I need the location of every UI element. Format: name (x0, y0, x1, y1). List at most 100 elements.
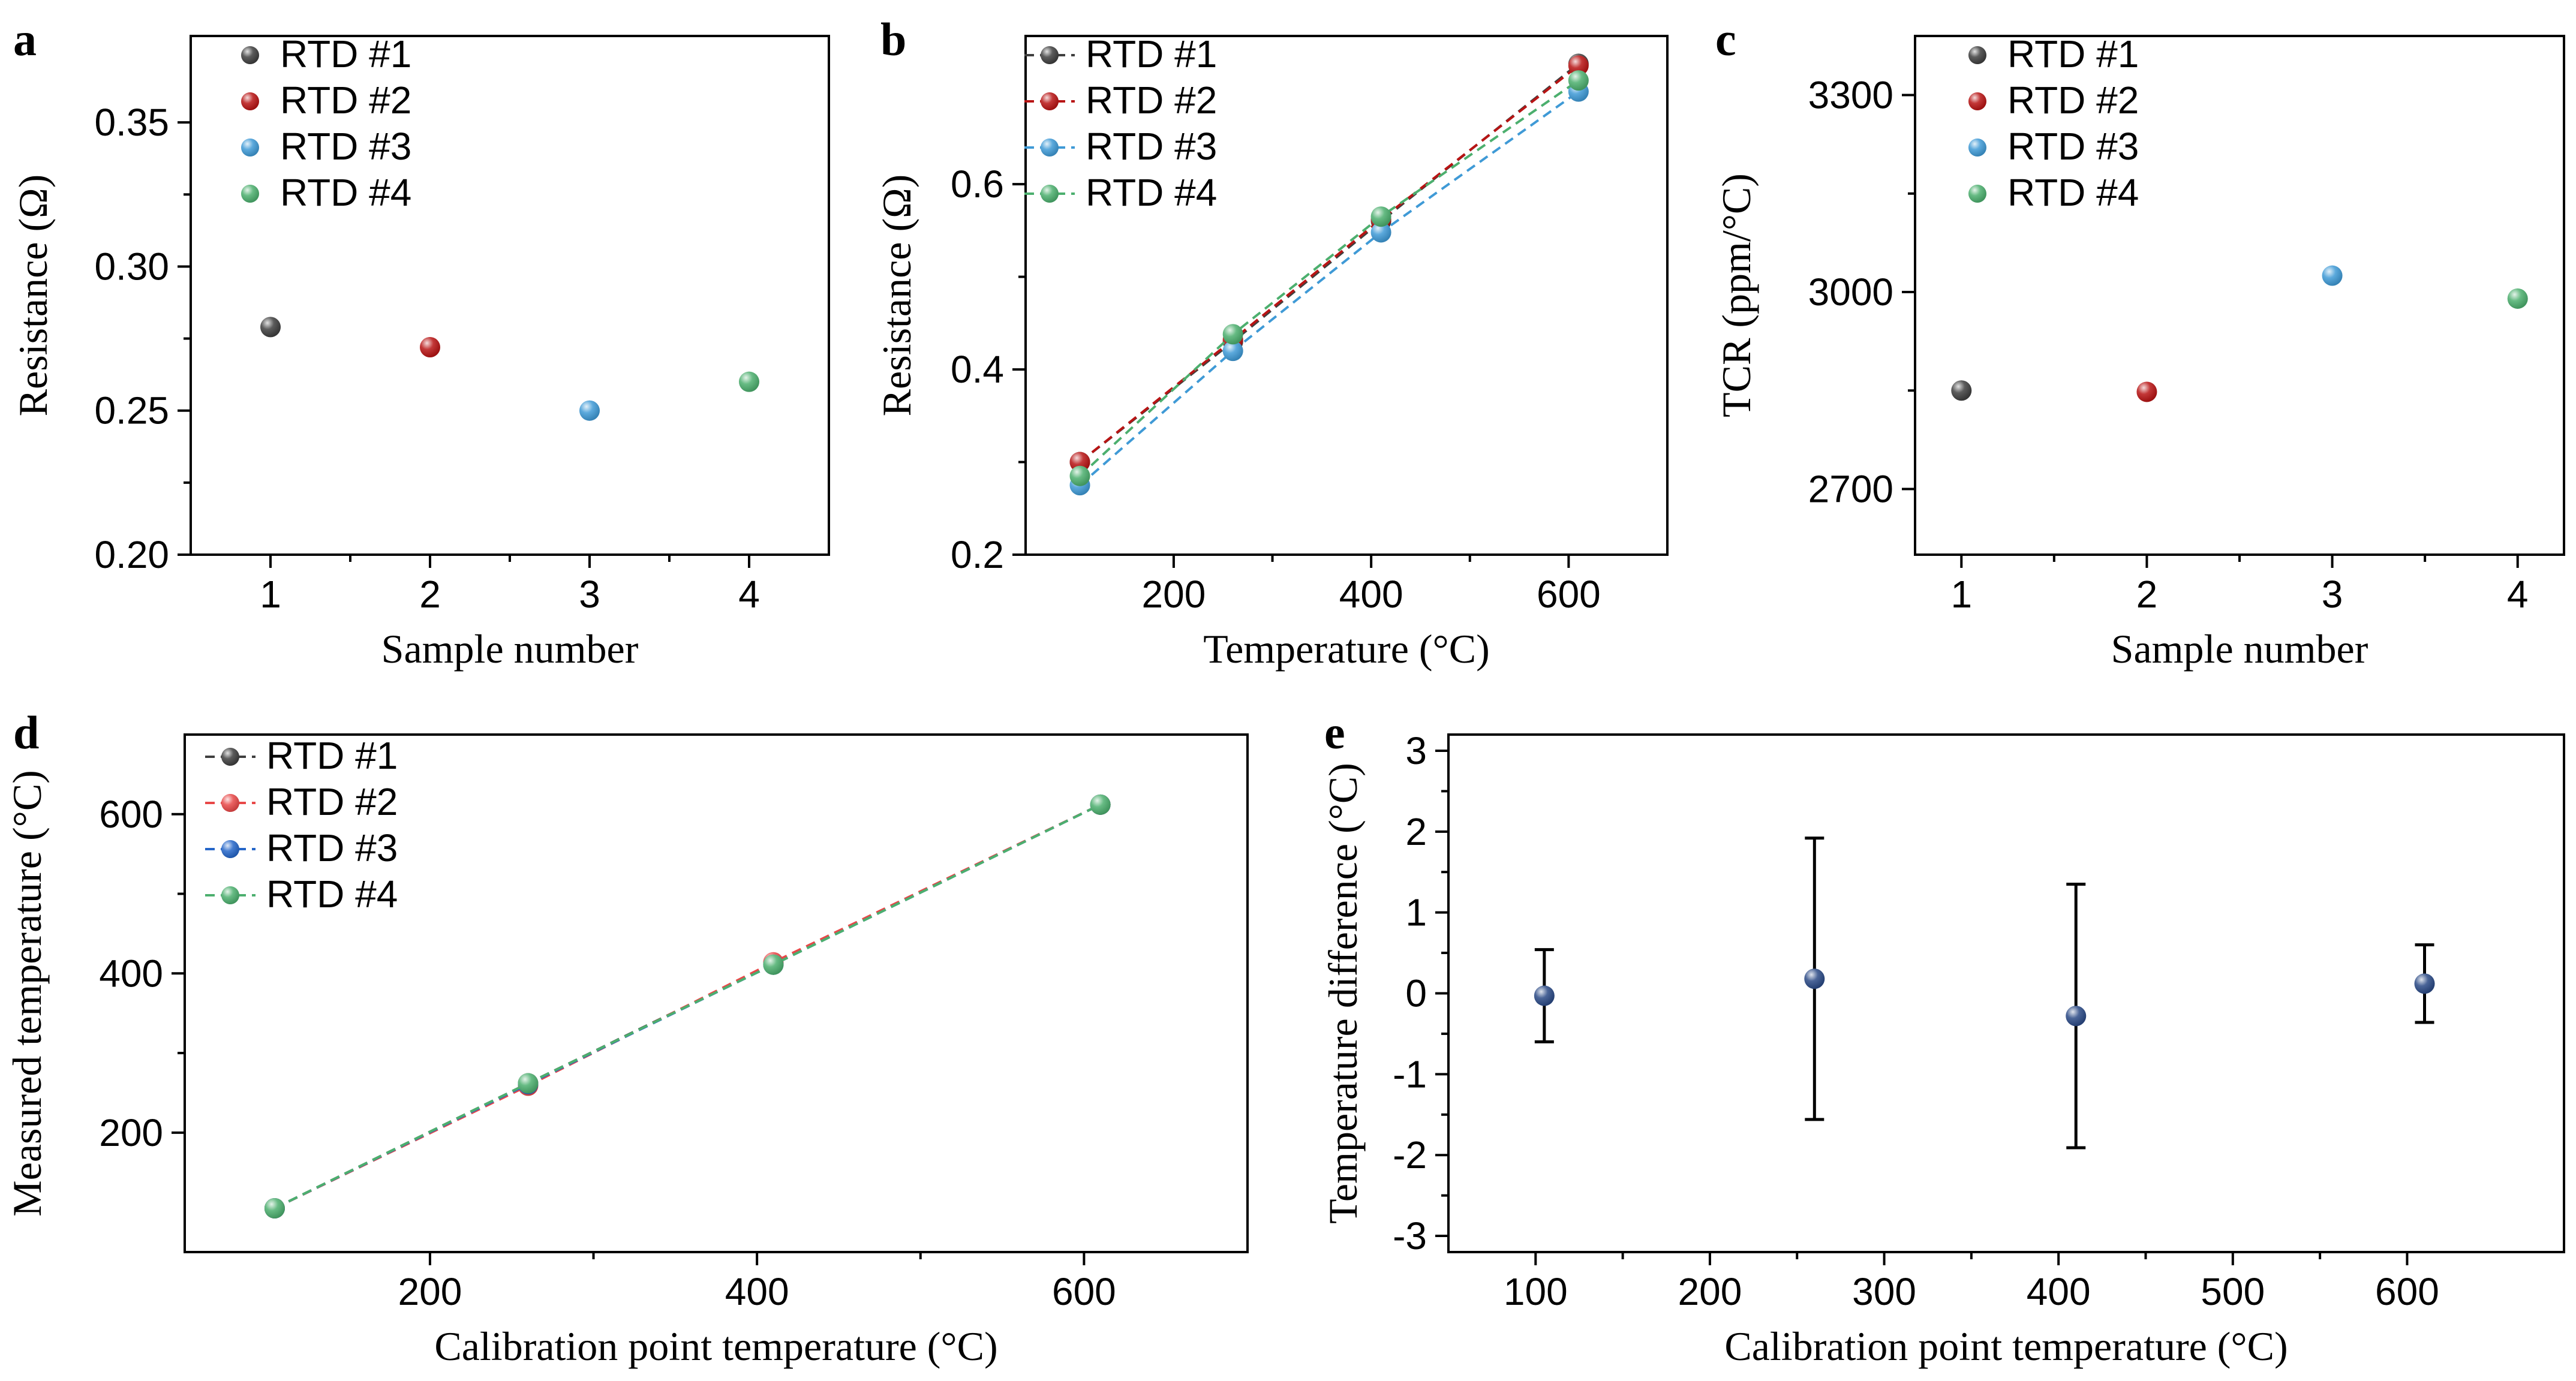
legend-marker-highlight (1968, 185, 1986, 203)
y-tick-label: -2 (1393, 1133, 1427, 1177)
legend-marker-highlight (1041, 139, 1059, 157)
data-point-highlight (1568, 55, 1589, 76)
x-tick-label: 1 (260, 573, 281, 616)
data-point-highlight (579, 400, 600, 421)
x-axis-title: Calibration point temperature (°C) (434, 1323, 997, 1369)
x-tick-label: 100 (1504, 1270, 1568, 1313)
legend-label: RTD #3 (2007, 125, 2139, 168)
y-tick-label: 0.4 (951, 348, 1004, 391)
legend-marker-highlight (1041, 92, 1059, 110)
legend-marker-highlight (1968, 92, 1986, 110)
series-line (1079, 91, 1580, 486)
panel-a-letter: a (13, 13, 37, 65)
legend-marker-highlight (221, 794, 239, 812)
legend-marker-highlight (1041, 46, 1059, 64)
y-tick-label: 400 (99, 952, 163, 995)
y-tick-label: 0.35 (94, 101, 169, 144)
y-tick-label: 0.20 (94, 533, 169, 576)
y-tick-label: 0.30 (94, 245, 169, 288)
y-tick-label: -3 (1393, 1214, 1427, 1257)
panel-e: e 100 200 300 400 500 600 -3 -2 -1 0 1 2 3 Calibratio… (1320, 706, 2565, 1369)
x-tick-label: 1 (1950, 573, 1972, 616)
y-tick-label: 600 (99, 793, 163, 836)
y-tick-label: 0 (1405, 972, 1427, 1015)
y-axis-title: Resistance (Ω) (10, 174, 56, 417)
legend-label: RTD #1 (2007, 32, 2139, 76)
panel-c-letter: c (1715, 13, 1736, 65)
x-tick-label: 300 (1852, 1270, 1916, 1313)
x-tick-label: 400 (725, 1270, 789, 1313)
data-point-highlight (260, 317, 281, 338)
data-point-highlight (518, 1073, 539, 1094)
legend-marker-highlight (221, 748, 239, 766)
x-tick-label: 4 (2507, 573, 2529, 616)
y-tick-label: -1 (1393, 1052, 1427, 1096)
panel-d-plot: 200 400 600 200 400 600 Calibration point temp… (4, 733, 1249, 1369)
data-point-highlight (1370, 222, 1391, 243)
legend-label: RTD #2 (2007, 79, 2139, 122)
x-tick-label: 4 (738, 573, 760, 616)
panel-e-letter: e (1324, 706, 1345, 759)
x-axis-title: Temperature (°C) (1203, 626, 1489, 672)
x-tick-label: 400 (1339, 573, 1403, 616)
plot-frame (1024, 35, 1669, 556)
data-point-highlight (1804, 968, 1825, 989)
x-axis-title: Sample number (381, 626, 639, 672)
legend-marker-highlight (1041, 185, 1059, 203)
x-tick-label: 2 (419, 573, 441, 616)
data-point-highlight (763, 954, 784, 975)
data-point-highlight (2507, 288, 2528, 309)
panel-a: a 1 2 3 4 0.20 0.25 0.30 0.35 Sample number Resis… (10, 13, 830, 672)
y-tick-label: 0.25 (94, 389, 169, 432)
series-line (1079, 79, 1579, 477)
plot-frame (184, 733, 1249, 1253)
data-point-highlight (1370, 206, 1391, 227)
plot-frame (1447, 733, 2565, 1253)
legend-marker-highlight (241, 92, 259, 110)
y-tick-label: 2 (1405, 810, 1427, 853)
legend-label: RTD #4 (2007, 171, 2139, 214)
panel-a-plot: 1 2 3 4 0.20 0.25 0.30 0.35 Sample number Resista… (10, 32, 830, 672)
legend-marker-highlight (221, 886, 239, 904)
x-axis-title: Calibration point temperature (°C) (1724, 1323, 2288, 1369)
y-tick-label: 3000 (1808, 270, 1893, 314)
y-axis-title: Resistance (Ω) (874, 174, 919, 417)
panel-b: b 200 400 600 0.2 0.4 0.6 Temperature (°C) Resi… (874, 13, 1669, 672)
x-tick-label: 200 (1142, 573, 1206, 616)
data-point-highlight (739, 371, 759, 392)
legend-marker-highlight (241, 185, 259, 203)
data-point-highlight (264, 1198, 285, 1218)
legend-marker-highlight (241, 139, 259, 157)
data-point-highlight (1222, 341, 1243, 362)
series-line (1079, 64, 1580, 464)
panel-b-letter: b (880, 13, 906, 65)
y-axis-title: TCR (ppm/°C) (1714, 173, 1759, 417)
data-point-highlight (1534, 985, 1555, 1006)
x-tick-label: 2 (2136, 573, 2158, 616)
data-point-highlight (1069, 465, 1090, 486)
legend-label: RTD #1 (266, 734, 398, 777)
data-point-highlight (420, 337, 440, 357)
legend-marker-highlight (1968, 139, 1986, 157)
legend-label: RTD #3 (280, 125, 411, 168)
y-tick-label: 1 (1405, 891, 1427, 934)
y-tick-label: 200 (99, 1111, 163, 1154)
x-tick-label: 200 (1678, 1270, 1742, 1313)
x-tick-label: 600 (1052, 1270, 1116, 1313)
panel-c: c 1 2 3 4 2700 3000 3300 Sample number TCR (ppm/… (1714, 13, 2565, 672)
legend-label: RTD #1 (1086, 32, 1217, 76)
x-axis-title: Sample number (2111, 626, 2368, 672)
legend-label: RTD #3 (1086, 125, 1217, 168)
y-tick-label: 3300 (1808, 74, 1893, 117)
x-tick-label: 600 (1537, 573, 1601, 616)
y-tick-label: 0.6 (951, 163, 1004, 206)
data-point-highlight (2414, 973, 2435, 994)
series-line (274, 804, 1101, 1209)
legend-label: RTD #4 (280, 171, 411, 214)
y-axis-title: Measured temperature (°C) (4, 770, 50, 1217)
x-tick-label: 600 (2375, 1270, 2439, 1313)
x-tick-label: 400 (2027, 1270, 2091, 1313)
panel-d: d 200 400 600 200 400 600 Calibration point te… (4, 706, 1249, 1369)
data-point-highlight (1951, 380, 1972, 401)
x-tick-label: 3 (2322, 573, 2343, 616)
